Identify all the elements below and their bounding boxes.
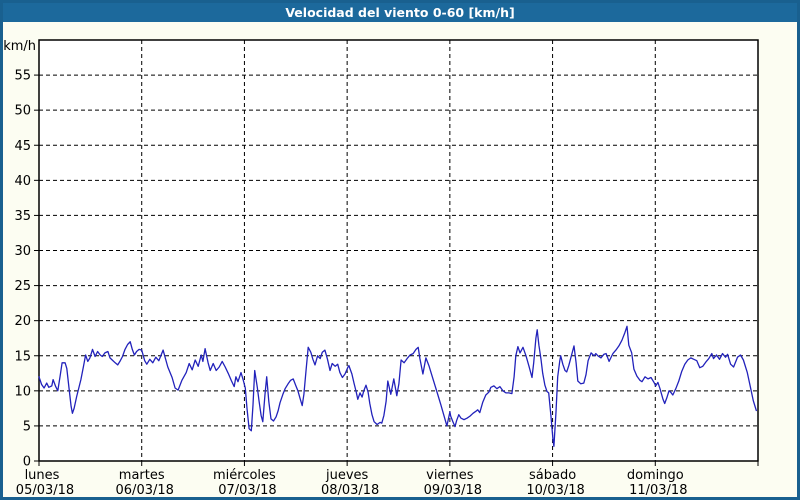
x-date-label: 07/03/18 bbox=[218, 483, 276, 497]
x-day-label: sábado bbox=[529, 468, 576, 483]
y-tick-label: 5 bbox=[23, 419, 31, 434]
x-day-label: domingo bbox=[627, 468, 684, 483]
y-axis-unit-label: km/h bbox=[3, 39, 36, 54]
x-day-label: jueves bbox=[325, 468, 369, 483]
x-date-label: 09/03/18 bbox=[424, 483, 482, 497]
y-tick-label: 30 bbox=[14, 244, 31, 259]
x-day-label: viernes bbox=[426, 468, 474, 483]
y-tick-label: 40 bbox=[14, 174, 31, 189]
x-date-label: 10/03/18 bbox=[526, 483, 584, 497]
y-tick-label: 15 bbox=[14, 349, 31, 364]
x-day-label: lunes bbox=[25, 468, 60, 483]
x-date-label: 11/03/18 bbox=[629, 483, 687, 497]
y-tick-label: 55 bbox=[14, 69, 31, 84]
chart-area: 0 5 10 15 20 25 30 35 40 45 50 55 km/h lunes 05/03/18 m… bbox=[3, 22, 797, 497]
title-bar: Velocidad del viento 0-60 [km/h] bbox=[3, 3, 797, 22]
y-tick-label: 10 bbox=[14, 384, 31, 399]
y-tick-label: 50 bbox=[14, 104, 31, 119]
x-day-label: miércoles bbox=[213, 468, 276, 483]
chart-title: Velocidad del viento 0-60 [km/h] bbox=[285, 5, 515, 20]
y-tick-label: 45 bbox=[14, 139, 31, 154]
x-day-label: martes bbox=[119, 468, 165, 483]
y-tick-label: 0 bbox=[23, 455, 31, 470]
y-tick-label: 35 bbox=[14, 209, 31, 224]
y-tick-label: 20 bbox=[14, 314, 31, 329]
y-tick-label: 25 bbox=[14, 279, 31, 294]
wind-speed-line bbox=[38, 325, 757, 447]
x-date-label: 08/03/18 bbox=[321, 483, 379, 497]
x-date-label: 06/03/18 bbox=[116, 483, 174, 497]
x-date-label: 05/03/18 bbox=[16, 483, 74, 497]
